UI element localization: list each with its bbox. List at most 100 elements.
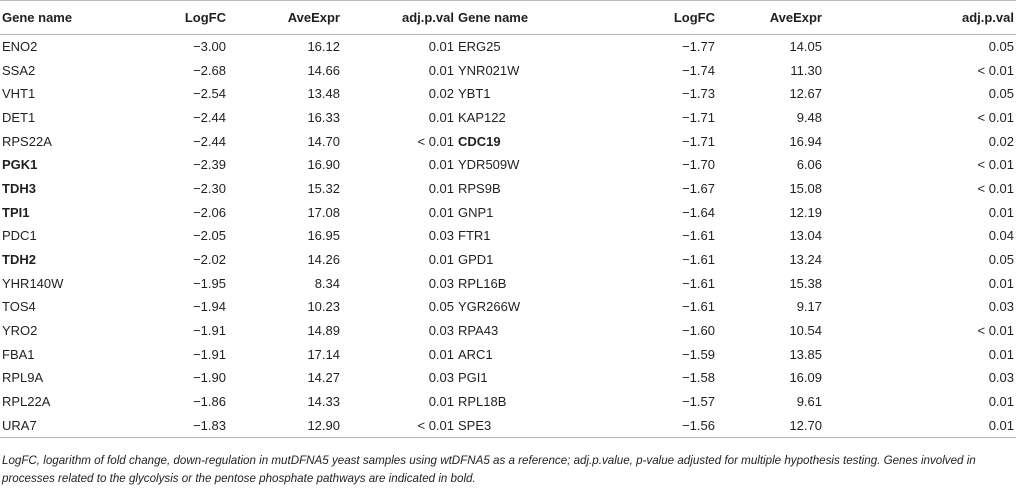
adj-p-val-cell-2: < 0.01 <box>977 157 1014 173</box>
logfc-cell-2: −1.71 <box>682 133 715 149</box>
adj-p-val-cell-2: 0.01 <box>988 346 1014 362</box>
header-gene-name-2: Gene name <box>456 0 562 35</box>
aveexpr-cell: 14.26 <box>307 252 340 268</box>
table-row: TDH3 −2.30 15.32 0.01 RPS9B −1.67 15.08 < 0.01 <box>0 177 1016 201</box>
adj-p-val-cell: < 0.01 <box>342 413 456 438</box>
adj-p-val-cell: 0.01 <box>428 252 454 268</box>
aveexpr-cell: 14.89 <box>307 323 340 339</box>
gene-name-cell-2: GNP1 <box>458 204 494 220</box>
logfc-cell: −1.86 <box>193 394 226 410</box>
logfc-cell: −2.02 <box>193 252 226 268</box>
table-row: ENO2 −3.00 16.12 0.01 ERG25 −1.77 14.05 0.05 <box>0 35 1016 59</box>
gene-table: Gene name LogFC AveExpr adj.p.val Gene n… <box>0 0 1016 438</box>
gene-name-cell-2: RPL18B <box>458 394 507 410</box>
adj-p-val-cell-2: < 0.01 <box>977 180 1014 196</box>
adj-p-val-cell: < 0.01 <box>417 133 454 149</box>
aveexpr-cell: 16.90 <box>307 157 340 173</box>
adj-p-val-cell: 0.03 <box>428 275 454 291</box>
aveexpr-cell: 17.08 <box>307 204 340 220</box>
header-aveexpr-2: AveExpr <box>717 0 824 35</box>
adj-p-val-cell-2: 0.01 <box>824 413 1016 438</box>
adj-p-val-cell-2: < 0.01 <box>977 323 1014 339</box>
header-gene-name: Gene name <box>0 0 117 35</box>
logfc-cell-2: −1.67 <box>682 180 715 196</box>
adj-p-val-cell: 0.05 <box>428 299 454 315</box>
logfc-cell-2: −1.56 <box>562 413 717 438</box>
aveexpr-cell-2: 9.48 <box>796 109 822 125</box>
logfc-cell: −2.06 <box>193 204 226 220</box>
gene-name-cell-2: SPE3 <box>456 413 562 438</box>
gene-name-cell: URA7 <box>0 413 117 438</box>
logfc-cell: −1.91 <box>193 346 226 362</box>
table-row: TDH2 −2.02 14.26 0.01 GPD1 −1.61 13.24 0.05 <box>0 248 1016 272</box>
aveexpr-cell: 15.32 <box>307 180 340 196</box>
logfc-cell: −3.00 <box>193 39 226 55</box>
header-logfc: LogFC <box>117 0 228 35</box>
adj-p-val-cell: 0.01 <box>428 62 454 78</box>
aveexpr-cell: 17.14 <box>307 346 340 362</box>
logfc-cell-2: −1.61 <box>682 275 715 291</box>
gene-name-cell: RPL9A <box>2 370 44 386</box>
gene-name-cell-2: ARC1 <box>458 346 493 362</box>
adj-p-val-cell-2: 0.01 <box>988 275 1014 291</box>
adj-p-val-cell-2: 0.03 <box>988 299 1014 315</box>
aveexpr-cell-2: 13.85 <box>789 346 822 362</box>
gene-name-cell: YHR140W <box>2 275 64 291</box>
aveexpr-cell-2: 10.54 <box>789 323 822 339</box>
gene-name-cell: FBA1 <box>2 346 35 362</box>
gene-name-cell-2: GPD1 <box>458 252 494 268</box>
table-row: YHR140W −1.95 8.34 0.03 RPL16B −1.61 15.38 0.01 <box>0 271 1016 295</box>
adj-p-val-cell: 0.01 <box>428 346 454 362</box>
table-row: YRO2 −1.91 14.89 0.03 RPA43 −1.60 10.54 < 0.01 <box>0 319 1016 343</box>
table-row: FBA1 −1.91 17.14 0.01 ARC1 −1.59 13.85 0.01 <box>0 342 1016 366</box>
logfc-cell-2: −1.70 <box>682 157 715 173</box>
adj-p-val-cell-2: 0.05 <box>988 39 1014 55</box>
logfc-cell: −2.39 <box>193 157 226 173</box>
table-row: TOS4 −1.94 10.23 0.05 YGR266W −1.61 9.17 0.03 <box>0 295 1016 319</box>
table-row: URA7 −1.83 12.90 < 0.01 SPE3 −1.56 12.70 0.01 <box>0 413 1016 438</box>
adj-p-val-cell-2: 0.01 <box>988 394 1014 410</box>
logfc-cell-2: −1.77 <box>682 39 715 55</box>
gene-name-cell: PGK1 <box>2 157 38 173</box>
adj-p-val-cell: 0.03 <box>428 228 454 244</box>
aveexpr-cell: 8.34 <box>314 275 340 291</box>
aveexpr-cell-2: 16.09 <box>789 370 822 386</box>
table-row: SSA2 −2.68 14.66 0.01 YNR021W −1.74 11.30 < 0.0… <box>0 58 1016 82</box>
aveexpr-cell-2: 11.30 <box>790 62 822 78</box>
table-row: TPI1 −2.06 17.08 0.01 GNP1 −1.64 12.19 0.01 <box>0 200 1016 224</box>
table-row: PDC1 −2.05 16.95 0.03 FTR1 −1.61 13.04 0.04 <box>0 224 1016 248</box>
table-footnote: LogFC, logarithm of fold change, down-re… <box>2 454 976 485</box>
gene-name-cell: SSA2 <box>2 62 36 78</box>
aveexpr-cell-2: 13.04 <box>789 228 822 244</box>
logfc-cell-2: −1.71 <box>682 109 715 125</box>
logfc-cell: −2.54 <box>193 86 226 102</box>
table-row: RPL9A −1.90 14.27 0.03 PGI1 −1.58 16.09 0.03 <box>0 366 1016 390</box>
aveexpr-cell: 12.90 <box>228 413 342 438</box>
gene-name-cell: VHT1 <box>2 86 36 102</box>
gene-name-cell: YRO2 <box>2 323 38 339</box>
adj-p-val-cell: 0.01 <box>428 109 454 125</box>
aveexpr-cell: 13.48 <box>307 86 340 102</box>
gene-name-cell: TDH2 <box>2 252 36 268</box>
adj-p-val-cell: 0.01 <box>428 394 454 410</box>
aveexpr-cell: 14.66 <box>307 62 340 78</box>
adj-p-val-cell-2: < 0.01 <box>977 109 1014 125</box>
adj-p-val-cell: 0.01 <box>428 180 454 196</box>
gene-name-cell-2: FTR1 <box>458 228 491 244</box>
logfc-cell: −1.90 <box>193 370 226 386</box>
logfc-cell: −2.68 <box>193 62 226 78</box>
gene-name-cell-2: CDC19 <box>458 133 501 149</box>
gene-name-cell-2: YDR509W <box>458 157 520 173</box>
adj-p-val-cell-2: 0.05 <box>988 252 1014 268</box>
adj-p-val-cell: 0.01 <box>428 157 454 173</box>
gene-name-cell: TOS4 <box>2 299 36 315</box>
aveexpr-cell: 16.95 <box>307 228 340 244</box>
aveexpr-cell-2: 16.94 <box>789 133 822 149</box>
header-logfc-2: LogFC <box>562 0 717 35</box>
table-row: DET1 −2.44 16.33 0.01 KAP122 −1.71 9.48 < 0.01 <box>0 106 1016 130</box>
gene-name-cell: TDH3 <box>2 180 36 196</box>
aveexpr-cell-2: 14.05 <box>789 39 822 55</box>
aveexpr-cell-2: 9.17 <box>796 299 822 315</box>
logfc-cell-2: −1.61 <box>682 228 715 244</box>
